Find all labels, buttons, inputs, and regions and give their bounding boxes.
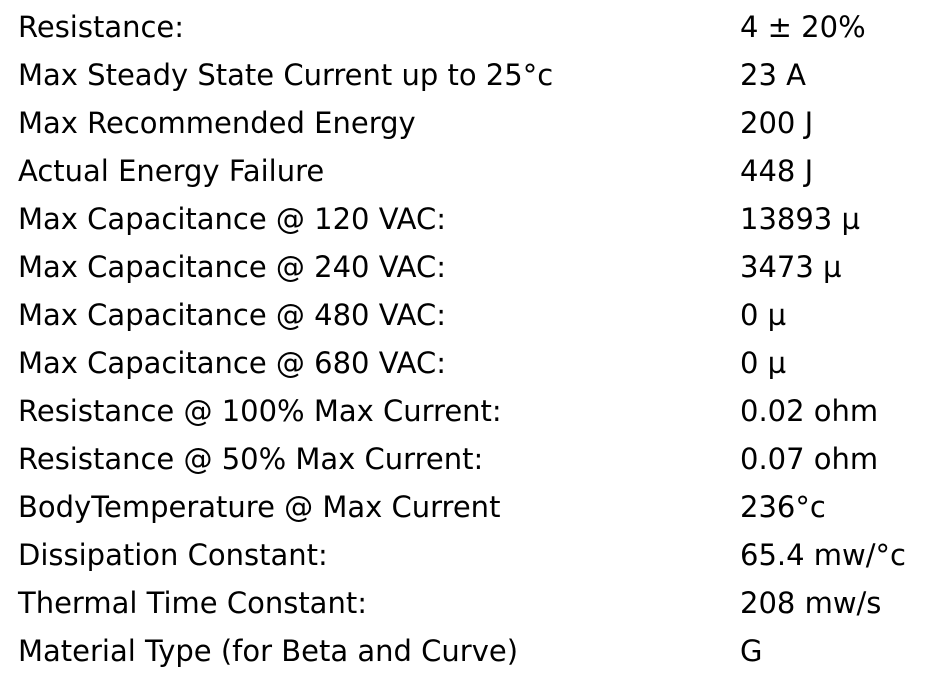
spec-row: Resistance: 4 ± 20% (0, 3, 950, 51)
spec-value: 23 A (740, 58, 806, 92)
spec-label: Max Capacitance @ 240 VAC: (18, 250, 447, 284)
spec-row: Max Recommended Energy 200 J (0, 99, 950, 147)
spec-label: Max Capacitance @ 120 VAC: (18, 202, 447, 236)
spec-label: Max Steady State Current up to 25°c (18, 58, 554, 92)
spec-value: 0 µ (740, 298, 787, 332)
spec-row: BodyTemperature @ Max Current 236°c (0, 483, 950, 531)
spec-label: Resistance @ 100% Max Current: (18, 394, 502, 428)
spec-row: Thermal Time Constant: 208 mw/s (0, 579, 950, 627)
spec-row: Resistance @ 100% Max Current: 0.02 ohm (0, 387, 950, 435)
spec-value: 236°c (740, 490, 826, 524)
spec-label: Material Type (for Beta and Curve) (18, 634, 519, 668)
spec-value: 65.4 mw/°c (740, 538, 906, 572)
spec-label: Max Recommended Energy (18, 106, 416, 140)
spec-label: BodyTemperature @ Max Current (18, 490, 501, 524)
spec-value: 448 J (740, 154, 814, 188)
spec-row: Resistance @ 50% Max Current: 0.07 ohm (0, 435, 950, 483)
spec-row: Actual Energy Failure 448 J (0, 147, 950, 195)
spec-value: 0.02 ohm (740, 394, 879, 428)
spec-value: 3473 µ (740, 250, 842, 284)
spec-label: Actual Energy Failure (18, 154, 325, 188)
spec-value: G (740, 634, 763, 668)
spec-value: 208 mw/s (740, 586, 882, 620)
spec-row: Max Capacitance @ 480 VAC: 0 µ (0, 291, 950, 339)
spec-row: Max Capacitance @ 120 VAC: 13893 µ (0, 195, 950, 243)
spec-row: Max Capacitance @ 240 VAC: 3473 µ (0, 243, 950, 291)
spec-value: 0 µ (740, 346, 787, 380)
spec-label: Resistance: (18, 10, 185, 44)
spec-row: Max Steady State Current up to 25°c 23 A (0, 51, 950, 99)
spec-value: 0.07 ohm (740, 442, 879, 476)
spec-label: Resistance @ 50% Max Current: (18, 442, 484, 476)
spec-row: Max Capacitance @ 680 VAC: 0 µ (0, 339, 950, 387)
spec-label: Max Capacitance @ 680 VAC: (18, 346, 447, 380)
spec-value: 13893 µ (740, 202, 860, 236)
spec-value: 200 J (740, 106, 814, 140)
spec-label: Dissipation Constant: (18, 538, 328, 572)
spec-label: Thermal Time Constant: (18, 586, 367, 620)
spec-label: Max Capacitance @ 480 VAC: (18, 298, 447, 332)
spec-row: Material Type (for Beta and Curve) G (0, 627, 950, 675)
spec-row: Dissipation Constant: 65.4 mw/°c (0, 531, 950, 579)
spec-value: 4 ± 20% (740, 10, 866, 44)
